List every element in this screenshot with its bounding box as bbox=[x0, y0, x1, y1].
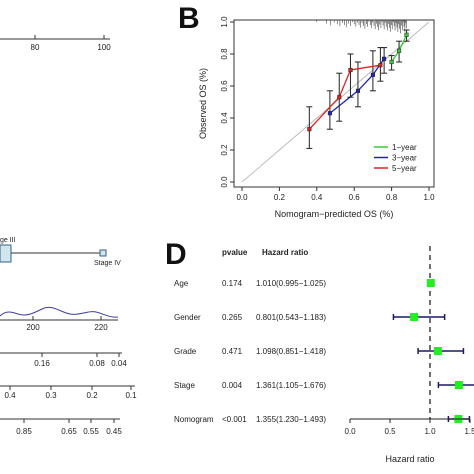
hazard-ratio-marker bbox=[426, 279, 435, 287]
data-point bbox=[307, 127, 312, 132]
prob-row3-tick-label: 0.55 bbox=[83, 427, 99, 436]
panel-d-letter: D bbox=[165, 238, 187, 271]
stage-label: ge III bbox=[0, 237, 16, 244]
row-hazard-ratio: 0.801(0.543−1.183) bbox=[256, 313, 326, 322]
x-tick-label: 0.2 bbox=[274, 193, 286, 202]
prob-row2-tick-label: 0.1 bbox=[125, 391, 137, 400]
x-tick-label: 0.0 bbox=[344, 427, 356, 436]
legend-label: 5−year bbox=[392, 164, 417, 173]
row-pvalue: 0.004 bbox=[222, 381, 243, 390]
x-tick-label: 0.4 bbox=[311, 193, 323, 202]
data-point bbox=[370, 72, 375, 77]
panel-b-letter: B bbox=[178, 2, 200, 35]
row-label: Age bbox=[174, 279, 189, 288]
x-tick-label: 1.0 bbox=[424, 427, 436, 436]
y-axis-label: Observed OS (%) bbox=[198, 68, 208, 139]
hazard-ratio-marker bbox=[433, 347, 442, 355]
prob-row2-tick-label: 0.3 bbox=[45, 391, 57, 400]
prob-row2-tick-label: 0.4 bbox=[4, 391, 16, 400]
row-label: Grade bbox=[174, 347, 197, 356]
prob-row1-tick-label: 0.08 bbox=[89, 359, 105, 368]
row-label: Stage bbox=[174, 381, 195, 390]
x-tick-label: 1.5 bbox=[464, 427, 474, 436]
y-tick-label: 0.6 bbox=[220, 80, 229, 92]
x-tick-label: 0.6 bbox=[349, 193, 361, 202]
hazard-ratio-marker bbox=[454, 381, 463, 389]
points-tick-label: 80 bbox=[31, 43, 40, 52]
data-point bbox=[397, 48, 402, 53]
column-header-hazard-ratio: Hazard ratio bbox=[262, 248, 308, 257]
legend-label: 1−year bbox=[392, 143, 417, 152]
stage-label: Stage IV bbox=[94, 260, 121, 267]
x-tick-label: 0.5 bbox=[384, 427, 396, 436]
y-tick-label: 0.0 bbox=[220, 176, 229, 188]
data-point bbox=[327, 111, 332, 116]
y-tick-label: 0.2 bbox=[220, 144, 229, 156]
row-hazard-ratio: 1.361(1.105−1.676) bbox=[256, 381, 326, 390]
panel-a: 80 100 ge III Stage IV 200 220 0.16 0.08… bbox=[0, 35, 137, 436]
data-point bbox=[348, 67, 353, 73]
row-pvalue: <0.001 bbox=[222, 415, 247, 424]
legend-label: 3−year bbox=[392, 154, 417, 163]
y-tick-label: 1.0 bbox=[220, 16, 229, 28]
x-tick-label: 0.0 bbox=[236, 193, 248, 202]
row-label: Gender bbox=[174, 313, 201, 322]
x-tick-label: 1.0 bbox=[423, 193, 435, 202]
x-axis-label: Hazard ratio bbox=[385, 454, 434, 464]
prob-row1-tick-label: 0.16 bbox=[34, 359, 50, 368]
y-tick-label: 0.8 bbox=[220, 48, 229, 60]
data-point bbox=[382, 56, 387, 61]
prob-row2-tick-label: 0.2 bbox=[86, 391, 98, 400]
stage-box bbox=[0, 244, 12, 263]
points-tick-label: 100 bbox=[97, 43, 111, 52]
data-point bbox=[378, 63, 383, 68]
row-hazard-ratio: 1.098(0.851−1.418) bbox=[256, 347, 326, 356]
data-point bbox=[337, 95, 342, 100]
series-line bbox=[308, 64, 381, 130]
panel-b-calibration-plot: 0.0 0.2 0.4 0.6 0.8 1.0 0.0 0.2 0.4 0.6 0.8 1.0 Nomo… bbox=[198, 16, 435, 219]
panel-d-forest-plot: pvalue Hazard ratio Age 0.174 1.010(0.995−1.… bbox=[174, 246, 474, 464]
row-hazard-ratio: 1.010(0.995−1.025) bbox=[256, 279, 326, 288]
data-point bbox=[404, 32, 409, 37]
score-tick-label: 200 bbox=[26, 323, 40, 332]
prob-row1-tick-label: 0.04 bbox=[111, 359, 127, 368]
x-tick-label: 0.8 bbox=[386, 193, 398, 202]
data-point bbox=[355, 88, 360, 93]
column-header-pvalue: pvalue bbox=[222, 248, 248, 257]
hazard-ratio-marker bbox=[410, 313, 419, 321]
x-axis-label: Nomogram−predicted OS (%) bbox=[275, 209, 394, 219]
row-pvalue: 0.471 bbox=[222, 347, 243, 356]
row-label: Nomogram bbox=[174, 415, 214, 424]
row-pvalue: 0.265 bbox=[222, 313, 243, 322]
row-pvalue: 0.174 bbox=[222, 279, 243, 288]
prob-row3-tick-label: 0.45 bbox=[106, 427, 122, 436]
prob-row3-tick-label: 0.85 bbox=[16, 427, 32, 436]
stage-iv-marker bbox=[99, 249, 107, 257]
data-point bbox=[389, 59, 394, 65]
score-density-curve bbox=[0, 306, 119, 318]
y-tick-label: 0.4 bbox=[220, 112, 229, 124]
prob-row3-tick-label: 0.65 bbox=[61, 427, 77, 436]
score-tick-label: 220 bbox=[94, 323, 108, 332]
row-hazard-ratio: 1.355(1.230−1.493) bbox=[256, 415, 326, 424]
